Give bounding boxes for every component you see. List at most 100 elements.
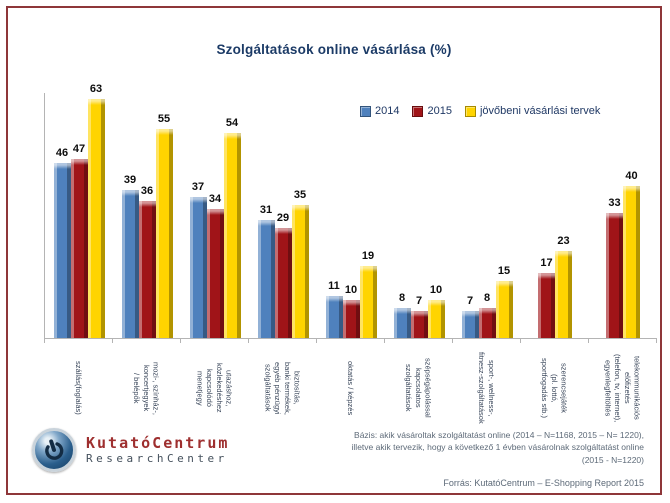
x-axis-label: utazáshoz, közlekedéshez kapcsolódó mene…	[195, 363, 234, 413]
bar-value-label: 46	[55, 147, 69, 160]
bar-value-label: 11	[328, 280, 340, 293]
bar-groups: 46 47 63 39 36 55 37 34 54 31 29 35 11 10 19 8 7 10 7 8 15 17…	[45, 83, 657, 339]
bar: 23	[555, 235, 572, 339]
legend-label: 2015	[427, 105, 452, 117]
company-logo: KutatóCentrum ResearchCenter	[32, 428, 229, 472]
bar-value-label: 54	[225, 116, 239, 129]
x-axis-labels: szállás(foglalás) mozi-, színház-, koncer…	[44, 342, 656, 434]
bar-value-label: 10	[344, 284, 358, 296]
bar: 34	[206, 193, 224, 339]
basis-note-line: illetve akik tervezik, hogy a következő …	[351, 442, 644, 453]
chart-frame: Szolgáltatások online vásárlása (%) 2014…	[6, 6, 662, 495]
logo-text: KutatóCentrum ResearchCenter	[86, 435, 229, 465]
bar-value-label: 7	[466, 295, 474, 308]
basis-note: Bázis: akik vásároltak szolgáltatást onl…	[224, 429, 644, 466]
bar-group: 39 36 55	[113, 93, 181, 339]
bar: 10	[342, 284, 360, 338]
bar-value-label: 47	[72, 143, 86, 156]
bar: 36	[138, 185, 156, 338]
bar: 55	[155, 113, 173, 338]
x-axis-label: telekommunikációs előfizetés (telefon, t…	[603, 353, 642, 423]
legend-item: 2015	[412, 105, 452, 117]
bar-value-label: 34	[208, 192, 222, 205]
bar-group: 33 40	[589, 93, 657, 339]
bar: 15	[495, 265, 513, 338]
bar: 29	[274, 212, 292, 339]
legend-label: 2014	[375, 105, 400, 117]
bar-value-label: 35	[293, 189, 307, 201]
axis-tick-mark	[520, 339, 521, 343]
bar: 8	[478, 292, 496, 339]
bar-group: 7 8 15	[453, 93, 521, 339]
bar-value-label: 7	[415, 295, 423, 308]
logo-line-1: KutatóCentrum	[86, 434, 230, 453]
bar-value-label: 33	[608, 196, 621, 209]
bar-value-label: 10	[429, 284, 443, 296]
bar-value-label: 36	[140, 185, 154, 198]
x-axis-label: szerencsejáték (pl. lottó, sportfogadás …	[540, 357, 569, 419]
bar-value-label: 29	[276, 211, 290, 224]
bar: 54	[223, 117, 241, 339]
x-axis-label-cell: utazáshoz, közlekedéshez kapcsolódó mene…	[180, 342, 248, 434]
bar: 11	[325, 280, 343, 338]
bar-value-label: 15	[497, 265, 511, 277]
bar-value-label: 55	[157, 113, 171, 125]
legend: 2014 2015 jövőbeni vásárlási tervek	[360, 105, 600, 117]
power-icon	[32, 428, 76, 472]
x-axis-label: szépségápolással kapcsolatos szolgáltatá…	[404, 358, 433, 418]
x-axis-label-cell: oktatás / képzés	[316, 342, 384, 434]
x-axis-label: biztosítás, banki termékek, egyéb pénzüg…	[263, 361, 302, 415]
legend-swatch-icon	[412, 105, 424, 117]
bar: 10	[427, 284, 445, 338]
bar-value-label: 8	[483, 291, 491, 304]
bar-group: 17 23	[521, 93, 589, 339]
bar-value-label: 17	[540, 257, 553, 270]
power-glyph-icon	[45, 439, 64, 460]
axis-tick-mark	[656, 339, 657, 343]
x-axis-label-cell: szépségápolással kapcsolatos szolgáltatá…	[384, 342, 452, 434]
bar-value-label: 63	[89, 82, 103, 95]
bar: 17	[538, 257, 555, 338]
plot-area: 46 47 63 39 36 55 37 34 54 31 29 35 11 10 19 8 7 10 7 8 15 17…	[44, 83, 657, 343]
bar-group: 46 47 63	[45, 83, 113, 339]
axis-tick-mark	[451, 339, 453, 343]
x-axis-label-cell: sport-, wellness-, fitnesz-szolgáltatáso…	[452, 342, 520, 434]
basis-note-line: Bázis: akik vásároltak szolgáltatást onl…	[354, 430, 644, 440]
x-axis-label-cell: szállás(foglalás)	[44, 342, 112, 434]
bar: 7	[410, 295, 428, 338]
x-axis-label: szállás(foglalás)	[73, 361, 83, 415]
bar-group: 8 7 10	[385, 93, 453, 339]
basis-note-line: (2015 - N=1220)	[581, 454, 644, 465]
bar: 33	[606, 197, 623, 339]
axis-tick-mark	[44, 339, 45, 343]
axis-tick-mark	[111, 339, 113, 343]
x-axis-label: sport-, wellness-, fitnesz-szolgáltatáso…	[477, 352, 496, 424]
x-axis-label-cell: biztosítás, banki termékek, egyéb pénzüg…	[248, 342, 316, 434]
axis-tick-mark	[315, 339, 317, 343]
legend-swatch-icon	[360, 105, 371, 117]
bar-value-label: 23	[557, 234, 570, 247]
bar: 35	[291, 189, 309, 338]
x-axis-label: mozi-, színház-, koncertjegyek / belépők	[132, 361, 161, 415]
x-axis-label-cell: telekommunikációs előfizetés (telefon, t…	[588, 342, 656, 434]
bar: 37	[189, 181, 207, 338]
legend-label: jövőbeni vásárlási tervek	[479, 105, 601, 117]
bar-group: 37 34 54	[181, 93, 249, 339]
source-note: Forrás: KutatóCentrum – E-Shopping Repor…	[443, 478, 644, 488]
bar: 8	[393, 292, 411, 339]
bar-group: 31 29 35	[249, 93, 317, 339]
legend-item: jövőbeni vásárlási tervek	[464, 105, 601, 117]
bar-value-label: 19	[361, 249, 375, 262]
bar-value-label: 39	[123, 173, 137, 186]
bar: 39	[121, 174, 139, 339]
axis-tick-mark	[384, 339, 385, 343]
x-axis-label-cell: mozi-, színház-, koncertjegyek / belépők	[112, 342, 180, 434]
legend-item: 2014	[360, 105, 399, 117]
axis-tick-mark	[179, 339, 181, 343]
bar: 40	[623, 170, 640, 338]
bar: 19	[359, 250, 377, 339]
axis-tick-mark	[587, 339, 589, 343]
bar-value-label: 8	[398, 291, 406, 304]
bar: 47	[70, 143, 88, 338]
